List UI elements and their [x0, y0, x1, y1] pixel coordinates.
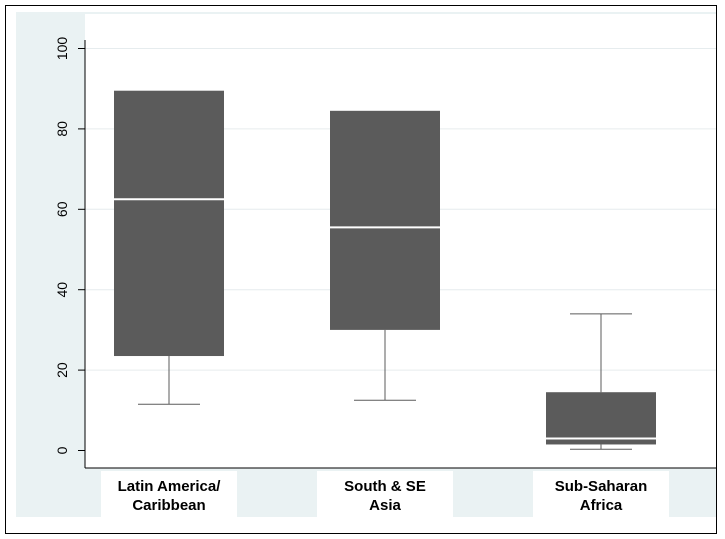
y-tick-label: 60: [54, 201, 70, 217]
y-tick-label: 20: [54, 362, 70, 378]
category-label-text: Caribbean: [132, 497, 205, 514]
boxes: [114, 90, 656, 450]
category-label-text: Latin America/: [118, 478, 222, 495]
y-tick-label: 80: [54, 121, 70, 137]
y-axis: 0 20 40 60 80 100: [54, 37, 716, 469]
category-label-text: Asia: [369, 497, 401, 514]
box-3: [546, 313, 656, 450]
y-tick-label: 100: [54, 37, 70, 61]
y-tick-label: 40: [54, 282, 70, 298]
category-label: Latin America/Caribbean: [101, 471, 237, 519]
category-label-bg: [101, 471, 237, 519]
box-2: [330, 110, 440, 401]
category-label: Sub-Saharan Africa: [533, 471, 669, 519]
category-label-bg: [533, 471, 669, 519]
category-label-text: Africa: [580, 497, 623, 514]
y-tick-label: 0: [54, 446, 70, 454]
category-label-text: Sub-Saharan: [555, 478, 648, 495]
iqr-box: [330, 110, 440, 330]
category-label-text: South & SE: [344, 478, 426, 495]
iqr-box: [114, 90, 224, 357]
category-label: South & SE Asia: [317, 471, 453, 519]
x-axis-labels: Latin America/Caribbean South & SE Asia Sub…: [101, 471, 669, 519]
iqr-box: [546, 392, 656, 445]
box-1: [114, 90, 224, 405]
category-label-bg: [317, 471, 453, 519]
